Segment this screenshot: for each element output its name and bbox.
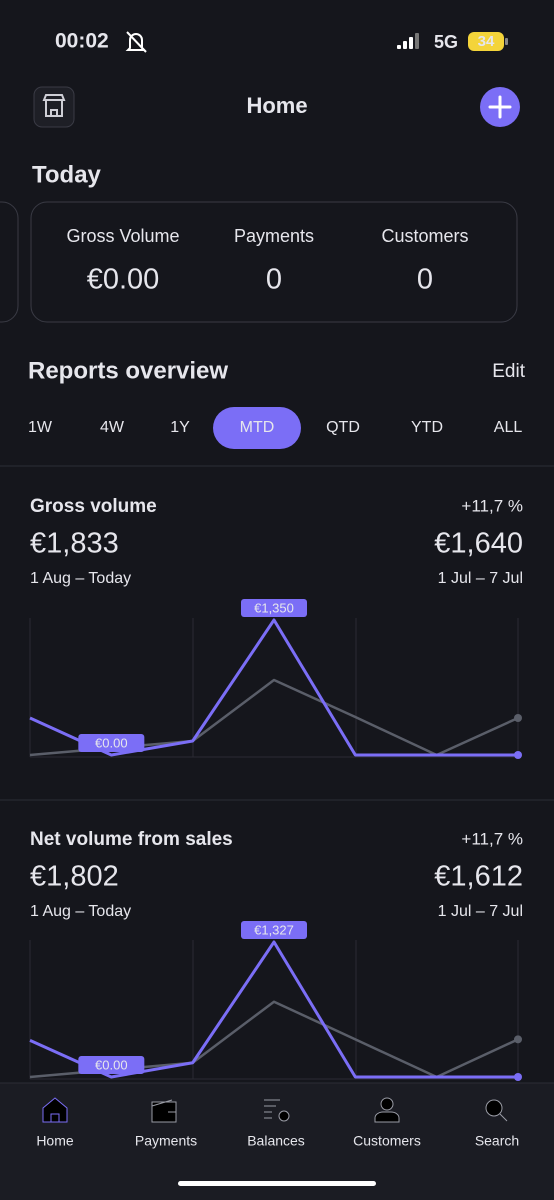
value-label-bg [78, 734, 145, 752]
card-change: +11,7 % [461, 496, 523, 515]
store-button[interactable] [33, 86, 75, 128]
card-title: Gross volume [30, 496, 157, 517]
chart-line [29, 940, 518, 1079]
today-card [30, 201, 518, 323]
stat-label: Customers [381, 226, 468, 246]
balances-icon [264, 1099, 280, 1119]
header-title: Home [246, 93, 307, 118]
current-range: 1 Aug – Today [30, 570, 131, 587]
value-label: €1,327 [254, 922, 294, 937]
stat-value: 0 [417, 264, 433, 296]
edit-button[interactable]: Edit [492, 361, 525, 382]
search-icon [485, 1099, 503, 1117]
period-active-pill [213, 407, 301, 449]
value-label-bg [78, 1056, 145, 1074]
current-value: €1,802 [30, 861, 119, 893]
tab-label[interactable]: Balances [247, 1133, 305, 1149]
period-tab[interactable]: QTD [326, 419, 360, 436]
report-card[interactable]: Net volume from sales +11,7 % €1,802 €1,612… [0, 799, 554, 1081]
prev-card [0, 201, 19, 323]
store-icon [42, 94, 66, 117]
report-card[interactable]: Gross volume +11,7 % €1,833 €1,640 1 Aug – T… [29, 496, 523, 759]
period-tab[interactable]: MTD [240, 419, 275, 436]
signal-icon [397, 33, 419, 49]
chart-end-dot [514, 1035, 522, 1044]
chart-line [29, 618, 518, 757]
stat-label: Gross Volume [66, 226, 179, 246]
current-value: €1,833 [30, 528, 119, 560]
previous-range: 1 Jul – 7 Jul [438, 903, 523, 920]
mute-icon [125, 31, 147, 53]
balances-icon-coin [278, 1110, 290, 1122]
tab-bar [0, 1083, 554, 1200]
previous-value: €1,640 [434, 528, 523, 560]
tab-label[interactable]: Search [475, 1133, 519, 1149]
previous-value: €1,612 [434, 861, 523, 893]
card-title: Net volume from sales [30, 829, 233, 850]
add-icon [488, 95, 512, 119]
reports-title: Reports overview [28, 357, 228, 384]
payments-icon [151, 1099, 177, 1123]
chart-end-dot [514, 1073, 522, 1081]
value-label: €0.00 [95, 1057, 128, 1072]
tab-label[interactable]: Home [36, 1133, 74, 1149]
home-icon [42, 1097, 68, 1123]
value-label: €1,350 [254, 600, 294, 615]
period-tab[interactable]: 1W [28, 419, 53, 436]
period-tab[interactable]: YTD [411, 419, 443, 436]
period-tab[interactable]: 4W [100, 419, 125, 436]
stat-value: €0.00 [87, 264, 160, 296]
battery-cap [505, 38, 508, 45]
chart-end-dot [514, 751, 522, 759]
value-label-bg [241, 599, 307, 617]
tab-label[interactable]: Payments [135, 1133, 197, 1149]
search-icon-handle [499, 1113, 508, 1122]
tab-label[interactable]: Customers [353, 1133, 421, 1149]
battery-level: 34 [478, 33, 495, 50]
network: 5G [434, 32, 458, 52]
customers-icon-head [380, 1097, 394, 1111]
customers-icon-body [374, 1111, 400, 1123]
period-tab[interactable]: ALL [494, 419, 523, 436]
value-label-bg [241, 921, 307, 939]
period-tab[interactable]: 1Y [170, 419, 190, 436]
today-title: Today [32, 161, 102, 188]
card-change: +11,7 % [461, 829, 523, 848]
chart-end-dot [514, 714, 522, 722]
stat-value: 0 [266, 264, 282, 296]
home-indicator [178, 1181, 376, 1186]
current-range: 1 Aug – Today [30, 903, 131, 920]
battery [468, 32, 504, 51]
stat-label: Payments [234, 226, 314, 246]
value-label: €0.00 [95, 735, 128, 750]
previous-range: 1 Jul – 7 Jul [438, 570, 523, 587]
status-time: 00:02 [55, 30, 109, 53]
